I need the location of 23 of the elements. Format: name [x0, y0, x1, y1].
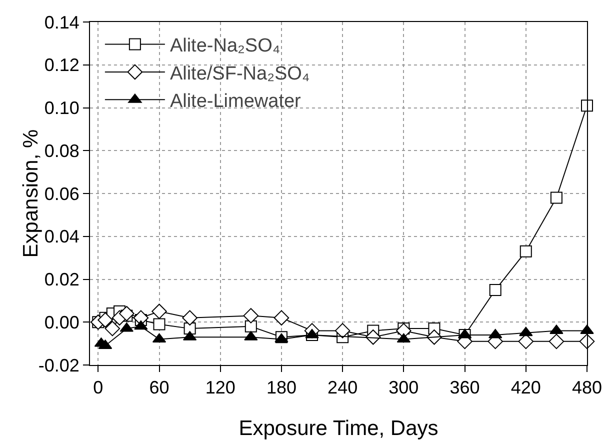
x-tick-label: 420	[510, 378, 541, 398]
y-tick-label: 0.08	[44, 140, 80, 161]
y-tick-label: 0.00	[44, 312, 80, 332]
x-tick-label: 120	[205, 378, 236, 398]
y-axis-title: Expansion, %	[19, 129, 42, 258]
x-tick-label: 480	[572, 378, 602, 398]
y-tick-label: 0.06	[44, 184, 80, 204]
y-tick-label: 0.14	[44, 12, 80, 32]
legend-label: Alite-Na₂SO₄	[170, 36, 280, 57]
y-tick-label: 0.04	[44, 226, 80, 247]
x-tick-label: 360	[450, 378, 480, 398]
x-tick-label: 60	[149, 378, 170, 398]
x-tick-label: 240	[328, 378, 358, 398]
x-tick-label: 180	[266, 378, 296, 398]
y-tick-label: 0.02	[44, 270, 80, 290]
y-tick-label: 0.12	[44, 55, 80, 76]
legend-label: Alite/SF-Na₂SO₄	[170, 63, 310, 84]
x-tick-label: 300	[388, 378, 419, 398]
x-axis-title: Exposure Time, Days	[238, 417, 438, 440]
y-tick-label: -0.02	[38, 355, 80, 376]
legend-label: Alite-Limewater	[170, 91, 302, 112]
x-tick-label: 0	[93, 378, 104, 398]
y-tick-label: 0.10	[44, 98, 80, 118]
